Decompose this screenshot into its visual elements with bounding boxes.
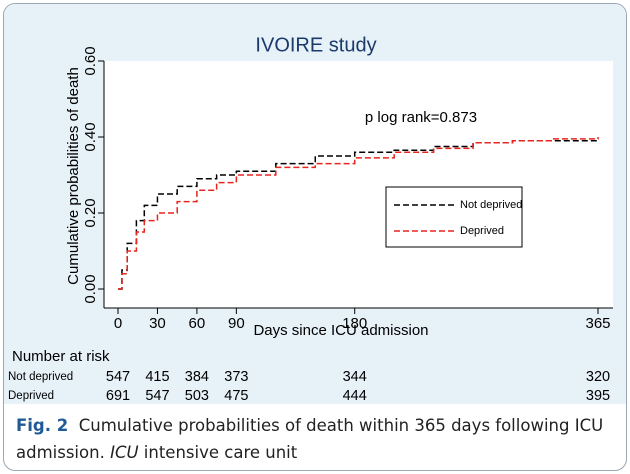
y-tick-label: 0.00	[82, 274, 99, 303]
annotation: p log rank=0.873	[365, 109, 477, 126]
x-tick-label: 90	[228, 315, 245, 332]
risk-value: 320	[586, 369, 610, 385]
risk-value: 691	[106, 388, 130, 404]
risk-value: 503	[185, 388, 209, 404]
caption-text: Cumulative probabilities of death within…	[16, 416, 604, 462]
legend-label: Not deprived	[460, 199, 522, 211]
y-tick-label: 0.40	[82, 122, 99, 151]
survival-curve	[118, 137, 599, 290]
y-axis-label: Cumulative probabilities of death	[65, 67, 82, 285]
risk-value: 475	[224, 388, 248, 404]
risk-value: 373	[224, 369, 248, 385]
risk-value: 444	[343, 388, 367, 404]
risk-value: 395	[586, 388, 610, 404]
x-tick-label: 60	[189, 315, 206, 332]
x-tick-label: 0	[114, 315, 122, 332]
x-tick-label: 180	[342, 315, 367, 332]
caption-abbr: ICU	[110, 443, 139, 462]
risk-row-label: Deprived	[8, 390, 54, 402]
chart-title: IVOIRE study	[255, 34, 376, 56]
risk-value: 547	[145, 388, 169, 404]
figure-frame: IVOIRE study p log rank=0.873 Days since…	[3, 3, 627, 471]
caption-abbr-def: intensive care unit	[143, 443, 298, 462]
risk-value: 415	[145, 369, 169, 385]
risk-value: 384	[185, 369, 209, 385]
x-axis-label: Days since ICU admission	[253, 322, 428, 339]
risk-row-label: Not deprived	[8, 371, 73, 383]
plot-area	[104, 61, 613, 308]
x-tick-label: 365	[585, 315, 610, 332]
chart: IVOIRE study p log rank=0.873 Days since…	[4, 4, 626, 404]
caption-label: Fig. 2	[16, 416, 69, 435]
risk-table-title: Number at risk	[12, 348, 110, 365]
risk-value: 547	[106, 369, 130, 385]
legend-label: Deprived	[460, 225, 504, 237]
y-tick-label: 0.60	[82, 46, 99, 75]
x-tick-label: 30	[149, 315, 166, 332]
legend-box	[385, 186, 523, 248]
y-tick-label: 0.20	[82, 198, 99, 227]
risk-value: 344	[343, 369, 367, 385]
caption: Fig. 2 Cumulative probabilities of death…	[16, 412, 616, 466]
